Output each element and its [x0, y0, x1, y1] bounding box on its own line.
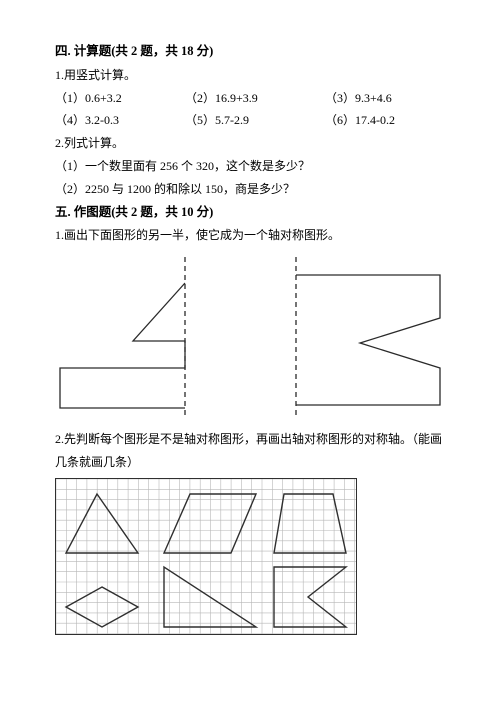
half-shape: [296, 275, 440, 405]
half-shape: [60, 283, 185, 408]
page: 四. 计算题(共 2 题，共 18 分) 1.用竖式计算。 （1）0.6+3.2…: [0, 0, 500, 665]
section4-title: 四. 计算题(共 2 题，共 18 分): [55, 40, 450, 64]
q4-1-item: （2）16.9+3.9: [185, 87, 325, 110]
section5-title: 五. 作图题(共 2 题，共 10 分): [55, 201, 450, 225]
q4-1-item: （5）5.7-2.9: [185, 109, 325, 132]
q4-2-item: （1）一个数里面有 256 个 320，这个数是多少？: [55, 155, 450, 178]
shape-arrow: [274, 567, 346, 627]
grid-svg: [56, 479, 356, 634]
q4-1-row1: （1）0.6+3.2 （2）16.9+3.9 （3）9.3+4.6: [55, 87, 450, 110]
q4-1-item: （1）0.6+3.2: [55, 87, 185, 110]
grid-box: [55, 478, 357, 635]
symmetry-figures: [55, 253, 450, 418]
figure-left: [55, 253, 225, 418]
q5-2-label: 2.先判断每个图形是不是轴对称图形，再画出轴对称图形的对称轴。（能画几条就画几条…: [55, 428, 450, 474]
shape-right_triangle: [164, 567, 256, 627]
shape-trapezoid: [274, 494, 346, 553]
q4-1-item: （3）9.3+4.6: [325, 87, 445, 110]
q4-1-label: 1.用竖式计算。: [55, 64, 450, 87]
q4-1-row2: （4）3.2-0.3 （5）5.7-2.9 （6）17.4-0.2: [55, 109, 450, 132]
figure-right: [290, 253, 450, 418]
q4-1-item: （4）3.2-0.3: [55, 109, 185, 132]
shape-parallelogram: [164, 494, 256, 553]
q4-1-item: （6）17.4-0.2: [325, 109, 445, 132]
q4-2-label: 2.列式计算。: [55, 132, 450, 155]
q4-2-item: （2）2250 与 1200 的和除以 150，商是多少？: [55, 178, 450, 201]
q5-1-label: 1.画出下面图形的另一半，使它成为一个轴对称图形。: [55, 224, 450, 247]
